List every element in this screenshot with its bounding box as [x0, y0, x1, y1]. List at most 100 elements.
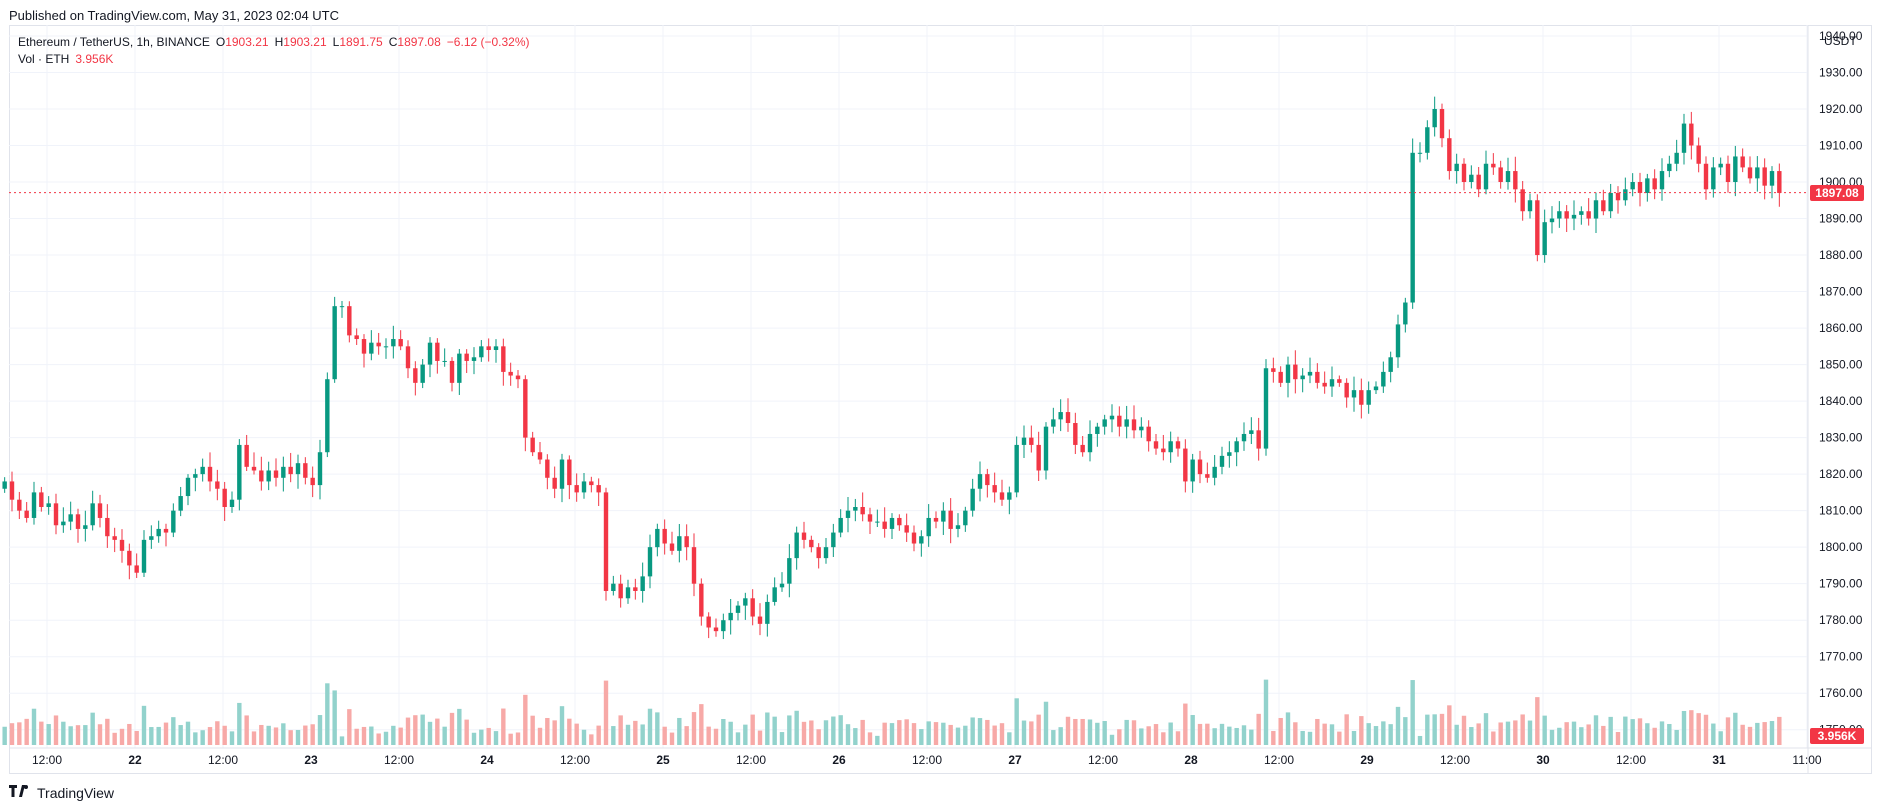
candle-body: [1359, 390, 1364, 405]
candle-body: [295, 463, 301, 475]
price-tick-label: 1810.00: [1819, 504, 1863, 518]
volume-bar: [765, 712, 770, 745]
candle-body: [662, 528, 667, 544]
volume-bar: [941, 722, 946, 745]
volume-bar: [1623, 716, 1628, 745]
volume-bar: [1036, 714, 1041, 745]
candle-body: [1513, 171, 1518, 190]
candle-body: [1498, 167, 1503, 183]
candle-body: [1315, 371, 1320, 383]
volume-bar: [479, 729, 484, 745]
legend-symbol[interactable]: Ethereum / TetherUS, 1h, BINANCE: [18, 35, 210, 49]
candle-body: [684, 536, 689, 548]
legend-low-value: 1891.75: [339, 35, 383, 49]
legend-low-label: L: [332, 35, 340, 49]
volume-bar: [39, 721, 44, 745]
candle-body: [611, 583, 616, 591]
candle-body: [141, 539, 147, 573]
volume-bar: [1461, 715, 1467, 745]
price-tick-label: 1930.00: [1819, 65, 1863, 79]
candle-body: [1579, 211, 1584, 215]
legend-volume-label[interactable]: Vol · ETH: [18, 52, 70, 66]
volume-bar: [655, 712, 660, 745]
candle-body: [1483, 163, 1489, 190]
volume-bar: [1549, 729, 1555, 745]
candle-body: [1549, 218, 1555, 223]
volume-bar: [1322, 723, 1327, 745]
volume-bar: [273, 727, 279, 745]
candle-body: [1007, 492, 1012, 500]
candle-body: [926, 517, 931, 537]
volume-bar: [1337, 731, 1342, 745]
volume-bar: [1410, 680, 1415, 745]
volume-bar: [229, 731, 235, 745]
time-axis: 12:00 22 12:00 23 12:00 24 12:00 25 12:00 26 12:00…: [32, 753, 1822, 767]
volume-bar: [1674, 729, 1679, 745]
volume-bar: [933, 722, 939, 745]
axis-currency-label[interactable]: USDT: [1824, 34, 1857, 48]
time-tick-label: 31: [1712, 753, 1726, 767]
candle-body: [1117, 415, 1122, 427]
volume-bar: [1491, 731, 1496, 745]
volume-bar: [838, 715, 843, 745]
candle-body: [112, 536, 117, 540]
volume-bar: [486, 727, 491, 745]
candle-body: [589, 481, 594, 486]
price-axis: 1750.001760.001770.001780.001790.001800.…: [1819, 29, 1863, 737]
tradingview-logo[interactable]: TradingView: [9, 784, 114, 801]
volume-bar: [281, 723, 286, 745]
candle-body: [1183, 448, 1188, 482]
volume-bar: [889, 723, 895, 745]
candle-body: [75, 514, 81, 529]
volume-bar: [347, 709, 352, 745]
candle-body: [1689, 123, 1694, 146]
volume-bar: [625, 724, 631, 745]
candle-body: [339, 306, 345, 308]
candle-body: [1329, 379, 1335, 387]
time-tick-label: 26: [832, 753, 846, 767]
candle-body: [1557, 211, 1562, 219]
volume-bar: [904, 719, 909, 745]
time-tick-label: 12:00: [1088, 753, 1118, 767]
volume-bar: [1175, 731, 1181, 745]
candle-body: [215, 481, 220, 489]
chart-frame: [9, 25, 1872, 774]
volume-bar: [845, 724, 851, 745]
price-tick-label: 1920.00: [1819, 102, 1863, 116]
candle-body: [1271, 368, 1276, 372]
candle-body: [486, 346, 491, 350]
candle-body: [1505, 171, 1511, 183]
candle-body: [581, 481, 587, 493]
candle-body: [897, 517, 902, 526]
volume-bar: [537, 727, 543, 745]
volume-bar: [1696, 713, 1701, 745]
volume-bar: [1351, 730, 1357, 745]
time-tick-label: 12:00: [1440, 753, 1470, 767]
candle-body: [809, 539, 814, 548]
candle-body: [1747, 167, 1753, 179]
volume-bar: [405, 717, 411, 745]
candle-body: [618, 583, 623, 599]
legend-open-label: O: [215, 35, 226, 49]
volume-bar: [501, 708, 506, 745]
candle-body: [1454, 163, 1459, 172]
volume-bar: [860, 719, 865, 745]
volume-bar: [178, 725, 183, 745]
candle-body: [1263, 368, 1269, 449]
candle-body: [508, 371, 513, 376]
volume-bar: [1483, 713, 1489, 745]
candle-body: [471, 357, 477, 361]
legend-high-value: 1903.21: [283, 35, 327, 49]
candle-body: [1285, 364, 1291, 383]
volume-bar: [369, 726, 374, 745]
tradingview-logo-icon: [9, 784, 31, 801]
candle-body: [185, 477, 191, 497]
candle-body: [251, 466, 257, 471]
volume-bar: [706, 726, 711, 745]
time-tick-label: 24: [480, 753, 494, 767]
candle-body: [354, 335, 359, 340]
volume-bar: [1073, 718, 1078, 745]
volume-bar: [1249, 729, 1254, 745]
volume-bar: [1755, 722, 1760, 745]
